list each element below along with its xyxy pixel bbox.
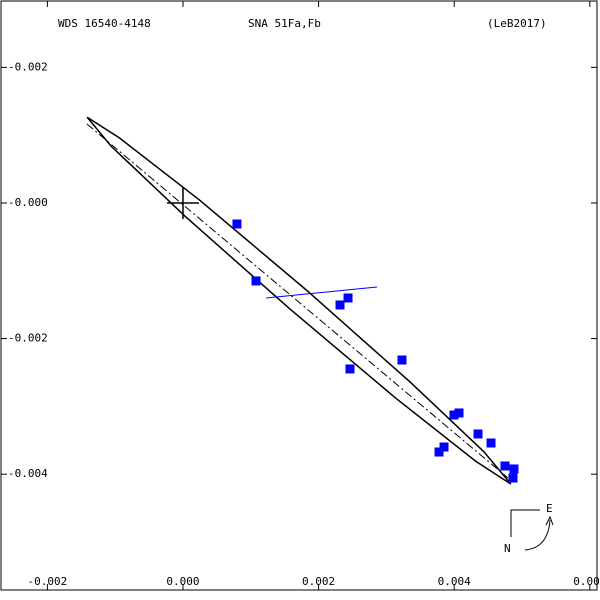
residual-line [265, 286, 378, 299]
compass-arrowhead [545, 515, 554, 526]
observation [449, 410, 459, 420]
observation [434, 447, 444, 457]
y-tick-label: -0.002 [8, 60, 48, 73]
compass-arrow [524, 519, 551, 551]
observation [454, 408, 464, 418]
x-tick-label: -0.002 [28, 575, 68, 588]
observation [343, 293, 353, 303]
primary-cross [166, 186, 199, 219]
observation [232, 219, 242, 229]
x-tick-label: 0.002 [302, 575, 335, 588]
observation [345, 364, 355, 374]
orbit [86, 116, 512, 485]
observation [509, 464, 519, 474]
observation [473, 429, 483, 439]
x-tick-label: 0.006 [573, 575, 600, 588]
y-tick-label: -0.004 [8, 467, 48, 480]
compass-axes [510, 509, 540, 537]
line-of-nodes [86, 123, 509, 479]
y-tick-label: -0.000 [8, 196, 48, 209]
x-tick-label: 0.004 [438, 575, 471, 588]
observation [500, 461, 510, 471]
compass-east: E [546, 502, 553, 515]
observation [251, 276, 261, 286]
observation [335, 300, 345, 310]
compass-north: N [504, 542, 511, 555]
header-center: SNA 51Fa,Fb [248, 17, 321, 30]
y-tick-label: -0.002 [8, 332, 48, 345]
header-right: (LeB2017) [487, 17, 547, 30]
observation [397, 355, 407, 365]
observation [439, 442, 449, 452]
header-left: WDS 16540-4148 [58, 17, 151, 30]
observation [508, 473, 518, 483]
x-tick-label: 0.000 [166, 575, 199, 588]
observation [486, 438, 496, 448]
